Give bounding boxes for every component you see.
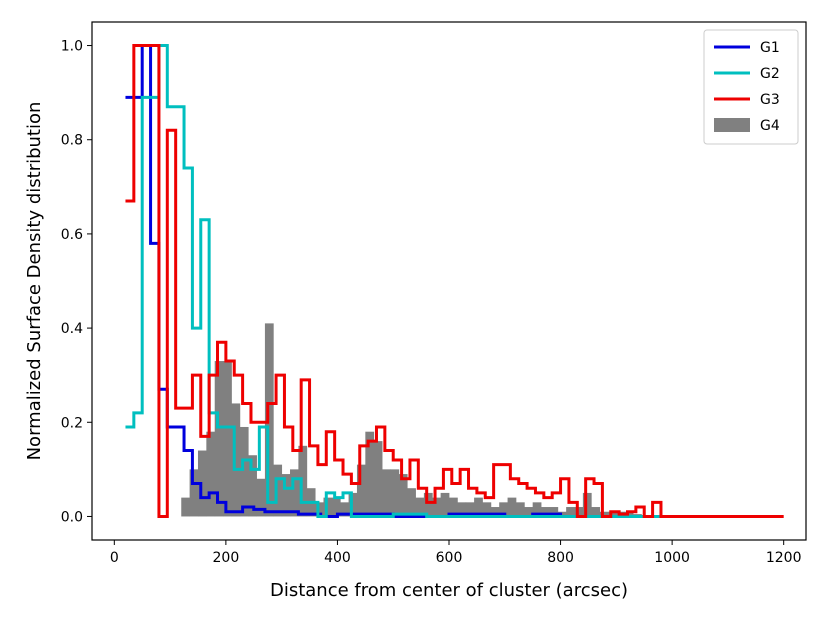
legend-swatch (714, 118, 750, 132)
bar-g4 (482, 502, 492, 517)
bar-g4 (181, 497, 191, 517)
bar-g4 (591, 507, 601, 517)
bar-g4 (248, 455, 257, 517)
bar-g4 (231, 403, 241, 517)
bar-g4 (348, 492, 358, 517)
x-tick-label: 0 (110, 550, 119, 566)
bar-g4 (264, 323, 274, 517)
bar-g4 (557, 511, 567, 517)
bar-g4 (223, 361, 232, 517)
bar-g4 (499, 502, 508, 517)
bar-g4 (373, 441, 383, 517)
bar-g4 (515, 502, 525, 517)
bar-g4 (214, 361, 224, 517)
bar-g4 (273, 464, 283, 517)
legend-label: G3 (760, 92, 780, 108)
bar-g4 (465, 502, 475, 517)
x-tick-label: 200 (213, 550, 240, 566)
bar-g4 (390, 469, 400, 517)
bar-g4 (298, 445, 308, 517)
bar-g4 (197, 450, 207, 517)
legend-item-g3: G3 (714, 92, 780, 108)
y-tick-label: 0.8 (61, 133, 83, 149)
bar-g4 (490, 507, 500, 517)
bar-g4 (239, 426, 249, 517)
y-tick-label: 0.6 (61, 227, 83, 243)
bar-g4 (290, 469, 299, 517)
x-axis: 0 200 400 600 800 1000 1200 (110, 540, 802, 566)
bar-g4 (532, 502, 542, 517)
bar-g4 (382, 469, 391, 517)
bar-g4 (206, 431, 216, 517)
bar-g4 (323, 497, 333, 517)
bar-g4 (189, 469, 199, 517)
x-tick-label: 1000 (654, 550, 690, 566)
bar-g4 (340, 502, 349, 517)
bar-g4 (574, 507, 584, 517)
bar-g4 (457, 502, 467, 517)
bar-g4 (624, 511, 634, 517)
y-axis-label: Normalized Surface Density distribution (24, 102, 45, 461)
bar-g4 (507, 497, 517, 517)
bar-g4 (356, 464, 366, 517)
bar-g4 (315, 502, 324, 517)
bar-g4 (365, 431, 375, 517)
bar-g4 (281, 474, 291, 517)
legend-box (703, 29, 799, 145)
x-axis-label: Distance from center of cluster (arcsec) (270, 580, 628, 601)
bar-g4 (541, 507, 550, 517)
bar-g4 (440, 492, 450, 517)
y-tick-label: 0.0 (61, 509, 83, 525)
series-g2-line (125, 44, 673, 518)
bar-g4 (607, 511, 617, 517)
legend-item-g2: G2 (714, 66, 780, 82)
bar-g4 (423, 492, 433, 517)
y-tick-label: 0.2 (61, 415, 83, 431)
y-tick-label: 1.0 (61, 39, 83, 55)
legend-item-g4: G4 (714, 118, 780, 134)
legend-label: G1 (760, 40, 780, 56)
bar-g4 (432, 497, 442, 517)
plot-area (125, 44, 784, 518)
bar-g4 (415, 497, 425, 517)
x-tick-label: 600 (436, 550, 463, 566)
y-axis: 0.0 0.2 0.4 0.6 0.8 1.0 (61, 39, 92, 525)
bar-g4 (599, 511, 609, 517)
bar-g4 (407, 488, 416, 517)
y-tick-label: 0.4 (61, 321, 83, 337)
bar-g4 (398, 474, 408, 517)
x-tick-label: 800 (547, 550, 574, 566)
legend-label: G2 (760, 66, 780, 82)
bar-g4 (474, 497, 483, 517)
bar-g4 (256, 478, 266, 517)
series-g4-bars (181, 323, 642, 517)
legend-item-g1: G1 (714, 40, 780, 56)
bar-g4 (566, 507, 575, 517)
legend: G1 G2 G3 G4 (703, 29, 799, 145)
bar-g4 (549, 507, 559, 517)
bar-g4 (449, 497, 458, 517)
bar-g4 (524, 507, 534, 517)
x-tick-label: 1200 (766, 550, 802, 566)
x-tick-label: 400 (324, 550, 351, 566)
series-g3-line (125, 44, 784, 518)
legend-label: G4 (760, 118, 780, 134)
bar-g4 (331, 497, 341, 517)
bar-g4 (582, 492, 592, 517)
